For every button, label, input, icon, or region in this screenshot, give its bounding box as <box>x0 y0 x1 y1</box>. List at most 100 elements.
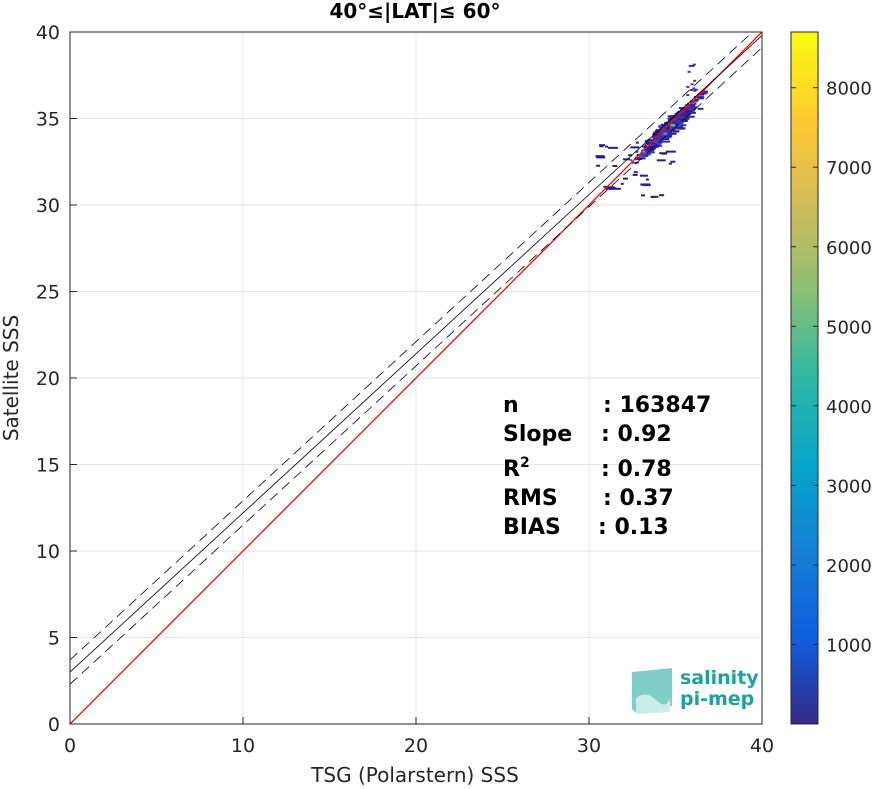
density-cell <box>658 125 663 128</box>
density-cell <box>671 132 677 135</box>
density-cell <box>693 79 697 82</box>
stat-label-text: RMS <box>503 486 558 511</box>
density-cell <box>661 137 670 140</box>
reference-lines <box>70 32 762 724</box>
density-cell <box>689 115 695 118</box>
density-cell <box>658 129 663 132</box>
density-cell <box>662 126 666 129</box>
density-cell <box>688 64 692 67</box>
density-cell <box>673 119 678 122</box>
density-cell <box>668 162 672 165</box>
density-cell <box>666 131 672 134</box>
stat-label: RMS <box>503 486 558 511</box>
density-cell <box>596 164 601 167</box>
colorbar-tick-label: 1000 <box>826 635 872 656</box>
x-tick-label: 20 <box>404 735 428 757</box>
density-cloud <box>595 63 709 199</box>
density-cell <box>631 161 639 164</box>
y-tick-label: 10 <box>36 541 60 563</box>
density-cell <box>686 94 690 97</box>
density-peak-cell <box>670 123 676 127</box>
density-cell <box>632 173 638 176</box>
stat-label: R2 <box>503 455 530 482</box>
density-cell <box>689 106 697 109</box>
density-cell <box>670 127 673 130</box>
density-cell <box>665 126 672 129</box>
density-cell <box>669 126 676 129</box>
logo-text-line1: salinity <box>680 667 759 689</box>
density-cell <box>655 130 658 133</box>
density-cell <box>679 116 682 119</box>
stat-label-text: Slope <box>503 422 572 447</box>
x-tick-label: 40 <box>750 735 774 757</box>
stat-value: : 0.78 <box>601 457 672 482</box>
density-cell <box>678 115 681 118</box>
density-cell <box>622 177 628 180</box>
density-cell <box>610 187 621 190</box>
density-cell <box>635 156 642 159</box>
density-cell <box>605 145 609 148</box>
logo-wave-icon <box>632 668 672 714</box>
density-cell <box>665 150 676 153</box>
y-tick-label: 40 <box>36 22 60 44</box>
density-cell <box>687 70 691 73</box>
density-cell <box>630 159 633 162</box>
density-cell <box>653 131 659 134</box>
x-tick-label: 30 <box>577 735 601 757</box>
stat-value: : 0.92 <box>601 422 672 447</box>
density-cell <box>685 106 693 109</box>
stat-label-text: BIAS <box>503 515 561 540</box>
density-cell <box>639 154 646 157</box>
density-cell <box>633 171 638 174</box>
density-cell <box>651 196 655 199</box>
stat-label: n <box>503 393 519 418</box>
density-cell <box>646 150 654 153</box>
line-regression-minus <box>70 47 762 685</box>
density-cell <box>628 154 633 157</box>
stat-label: BIAS <box>503 515 561 540</box>
x-axis-ticks: 0 10 20 30 40 <box>64 717 774 757</box>
density-cell <box>681 119 688 122</box>
density-cell <box>668 133 672 136</box>
density-cell <box>670 116 675 119</box>
density-cell <box>661 152 667 155</box>
density-cell <box>668 120 671 123</box>
y-tick-label: 5 <box>48 628 60 650</box>
y-tick-label: 25 <box>36 282 60 304</box>
density-cell <box>603 185 607 188</box>
density-cell <box>681 116 686 119</box>
density-cell <box>697 107 704 110</box>
density-cell <box>641 149 644 152</box>
density-cell <box>642 145 648 148</box>
density-cell <box>665 121 668 124</box>
density-cell <box>693 95 698 98</box>
density-cell <box>692 109 696 112</box>
colorbar <box>790 31 819 725</box>
colorbar-tick-label: 7000 <box>826 158 872 179</box>
density-cell <box>682 112 690 115</box>
x-axis-label: TSG (Polarstern) SSS <box>310 763 519 787</box>
density-cell <box>692 63 696 66</box>
density-cell <box>666 132 674 135</box>
density-cell <box>620 182 624 185</box>
density-cell <box>678 124 682 127</box>
density-cell <box>678 120 682 123</box>
density-cell <box>653 144 659 147</box>
density-peak-cell <box>663 132 668 136</box>
density-cell <box>697 97 705 100</box>
density-cell <box>634 157 643 160</box>
density-cell <box>694 88 698 91</box>
stat-label-superscript: 2 <box>520 455 530 471</box>
density-cell <box>660 137 664 140</box>
statistics-box: n: 163847 Slope: 0.92 R2: 0.78 RMS: 0.37 BIA… <box>503 393 711 540</box>
density-cell <box>596 156 606 159</box>
x-tick-label: 10 <box>231 735 255 757</box>
density-cell <box>599 145 604 148</box>
density-cell <box>660 130 668 133</box>
density-cell <box>689 88 693 91</box>
density-cell <box>641 183 650 186</box>
density-cell <box>685 111 690 114</box>
stat-value: : 0.37 <box>603 486 674 511</box>
density-cell <box>676 115 685 118</box>
